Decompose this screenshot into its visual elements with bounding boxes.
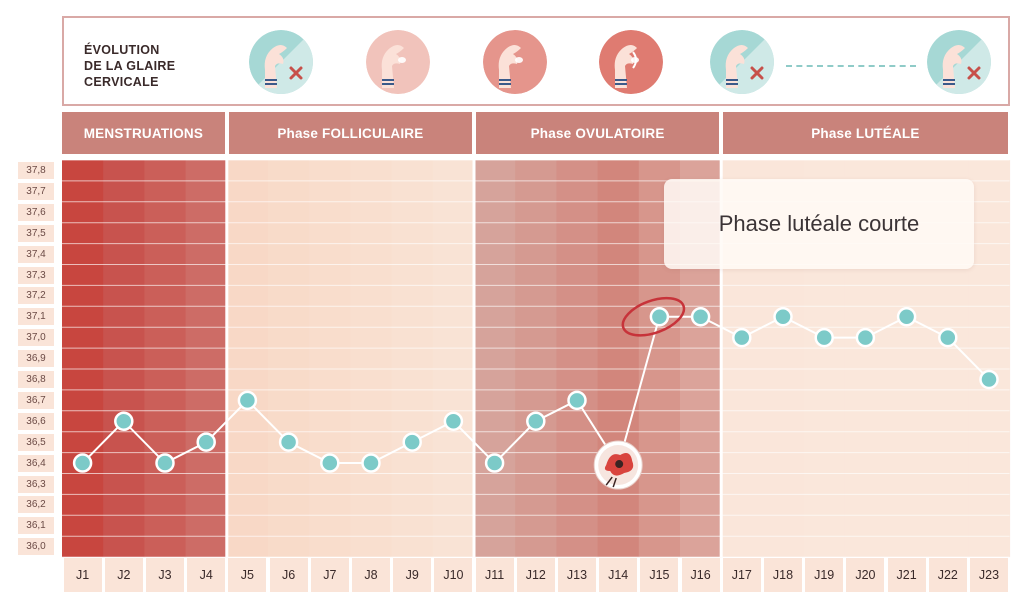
x-tick-label: J23: [970, 558, 1008, 592]
data-point-J21: [896, 307, 917, 327]
day-band-J7: [309, 160, 351, 558]
day-band-J9: [391, 160, 434, 558]
day-band-J4: [185, 160, 228, 558]
y-tick-label: 37,5: [18, 224, 54, 242]
data-point-J2: [114, 411, 134, 431]
x-tick-label: J3: [146, 558, 184, 592]
x-tick-label: J22: [928, 558, 967, 592]
data-point-J8: [361, 453, 381, 473]
x-tick-label: J21: [887, 558, 926, 592]
phase-separator: [472, 160, 476, 558]
data-point-J5: [237, 390, 258, 411]
x-tick-label: J9: [393, 558, 432, 592]
y-tick-label: 37,6: [18, 203, 54, 221]
phase-header-3: Phase OVULATOIRE: [476, 112, 720, 154]
data-point-J19: [814, 327, 834, 348]
data-point-J1: [72, 453, 93, 473]
x-tick-label: J18: [764, 558, 802, 592]
x-tick-label: J19: [805, 558, 844, 592]
x-tick-label: J11: [475, 558, 514, 592]
y-tick-label: 36,8: [18, 371, 54, 388]
data-point-J4: [196, 432, 216, 452]
x-tick-label: J12: [516, 558, 555, 592]
y-tick-label: 36,1: [18, 517, 54, 535]
short-luteal-phase-callout: Phase lutéale courte: [664, 179, 974, 269]
y-tick-label: 36,2: [18, 496, 54, 514]
day-band-J2: [103, 160, 145, 558]
y-tick-label: 37,1: [18, 308, 54, 326]
day-band-J23: [968, 160, 1011, 558]
y-tick-label: 36,3: [18, 475, 54, 493]
phase-separator: [225, 160, 229, 558]
x-tick-label: J15: [640, 558, 679, 592]
phase-header-2: Phase FOLLICULAIRE: [228, 112, 472, 154]
y-tick-label: 37,8: [18, 162, 54, 179]
data-point-J18: [773, 307, 793, 327]
day-band-J1: [62, 160, 104, 558]
day-band-J13: [556, 160, 599, 558]
x-tick-label: J1: [63, 558, 102, 592]
y-tick-label: 37,4: [18, 245, 54, 263]
highlight-ring: [621, 296, 686, 337]
day-band-J10: [432, 160, 475, 558]
data-point-J15: [649, 307, 670, 327]
y-tick-label: 36,7: [18, 391, 54, 409]
y-tick-label: 37,0: [18, 329, 54, 347]
data-point-J10: [443, 411, 464, 431]
egg-white-mucus-icon: [599, 30, 663, 94]
day-band-J3: [144, 160, 187, 558]
x-tick-label: J7: [310, 558, 349, 592]
x-tick-label: J20: [846, 558, 885, 592]
data-point-J23: [979, 369, 999, 390]
y-tick-label: 37,2: [18, 287, 54, 305]
y-tick-label: 36,4: [18, 454, 54, 472]
x-tick-label: J2: [104, 558, 143, 592]
x-tick-label: J8: [352, 558, 390, 592]
data-point-J11: [484, 453, 505, 473]
data-point-J9: [402, 432, 422, 452]
x-tick-label: J13: [558, 558, 596, 592]
day-band-J14: [597, 160, 640, 558]
dry-mucus-icon: [927, 30, 991, 94]
x-tick-label: J17: [722, 558, 761, 592]
x-tick-label: J5: [228, 558, 267, 592]
phase-header-4: Phase LUTÉALE: [723, 112, 1008, 154]
wet-mucus-icon: [483, 30, 547, 94]
dry-mucus-icon: [710, 30, 774, 94]
dry-mucus-icon: [249, 30, 313, 94]
x-tick-label: J4: [187, 558, 226, 592]
y-tick-label: 36,5: [18, 433, 54, 451]
day-band-J11: [474, 160, 516, 558]
creamy-mucus-icon: [366, 30, 430, 94]
y-tick-label: 36,0: [18, 538, 54, 556]
ovulation-marker: [593, 440, 643, 490]
temperature-series-line: [81, 315, 990, 468]
day-band-J12: [515, 160, 557, 558]
day-band-J5: [226, 160, 269, 558]
x-tick-label: J14: [599, 558, 638, 592]
data-point-J22: [938, 327, 958, 348]
data-point-J16: [690, 307, 711, 327]
cervical-mucus-panel: ÉVOLUTION DE LA GLAIRE CERVICALE: [62, 16, 1010, 106]
y-tick-label: 36,6: [18, 412, 54, 430]
y-tick-label: 36,9: [18, 350, 54, 368]
phase-header-1: MENSTRUATIONS: [62, 112, 225, 154]
y-tick-label: 37,3: [18, 266, 54, 284]
mucus-dashed-connector: [786, 65, 916, 67]
data-point-J13: [567, 390, 587, 411]
data-point-J20: [855, 327, 876, 348]
data-point-J7: [320, 453, 340, 473]
cervical-mucus-title: ÉVOLUTION DE LA GLAIRE CERVICALE: [84, 43, 176, 89]
data-point-J3: [155, 453, 175, 473]
x-tick-label: J10: [434, 558, 473, 592]
day-band-J8: [350, 160, 393, 558]
day-band-J6: [268, 160, 310, 558]
data-point-J6: [278, 432, 299, 452]
data-point-J17: [732, 327, 752, 348]
x-tick-label: J16: [681, 558, 720, 592]
x-tick-label: J6: [269, 558, 308, 592]
y-tick-label: 37,7: [18, 182, 54, 200]
data-point-J12: [526, 411, 546, 431]
